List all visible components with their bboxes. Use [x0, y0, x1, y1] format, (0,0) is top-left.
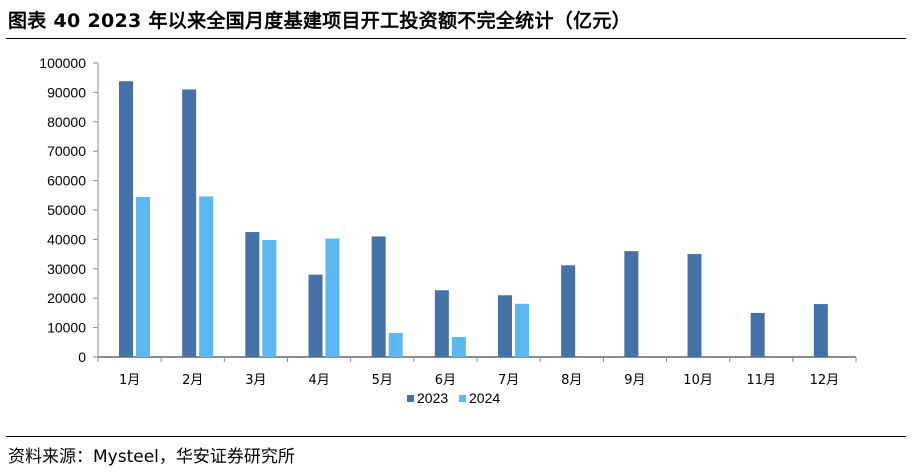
bar-2024 [199, 196, 214, 357]
bar-2024 [136, 197, 150, 357]
bar-2023 [182, 89, 197, 358]
legend-label-2023: 2023 [417, 390, 448, 406]
x-tick-label: 9月 [624, 373, 645, 388]
x-tick-label: 1月 [119, 373, 140, 388]
x-tick-label: 5月 [372, 373, 393, 388]
bar-2024 [515, 303, 529, 357]
top-rule [6, 38, 906, 39]
y-tick-label: 80000 [47, 114, 86, 130]
bar-chart: 0 10000 20000 30000 40000 50000 60000 70000 8000… [39, 55, 857, 406]
bar-2024 [325, 238, 340, 357]
y-tick-label: 30000 [47, 261, 86, 277]
y-tick-label: 90000 [47, 84, 86, 100]
x-axis: 1月 2月 3月 4月 5月 6月 7月 8月 9月 10月 11月 12月 [97, 356, 857, 388]
bar-2024 [388, 332, 403, 357]
x-tick-label: 3月 [245, 373, 266, 388]
bar-2023 [687, 254, 702, 357]
y-tick-label: 50000 [47, 202, 86, 218]
legend-swatch-2023 [407, 395, 414, 402]
bar-2024 [451, 337, 466, 357]
bar-2024 [262, 239, 277, 357]
bar-2023 [624, 251, 639, 357]
x-tick-label: 4月 [308, 373, 329, 388]
y-tick-label: 70000 [47, 143, 86, 159]
bar-2023 [119, 81, 133, 357]
figure-title: 图表 40 2023 年以来全国月度基建项目开工投资额不完全统计（亿元） [8, 10, 631, 32]
x-tick-label: 12月 [810, 373, 840, 388]
legend-swatch-2024 [459, 395, 466, 402]
y-tick-label: 20000 [47, 290, 86, 306]
bar-2023 [750, 312, 765, 357]
y-tick-label: 100000 [39, 55, 86, 71]
x-tick-label: 8月 [561, 373, 582, 388]
bar-2023 [371, 236, 386, 357]
y-axis: 0 10000 20000 30000 40000 50000 60000 70000 8000… [39, 55, 99, 365]
bar-2023 [245, 232, 260, 357]
source-note: 资料来源：Mysteel，华安证券研究所 [8, 447, 295, 467]
bar-2023 [434, 290, 449, 357]
x-tick-label: 10月 [683, 373, 713, 388]
bar-2023 [308, 274, 323, 357]
bars [119, 81, 828, 358]
bottom-rule [6, 436, 906, 437]
bar-2023 [561, 265, 576, 357]
y-tick-label: 10000 [47, 320, 86, 336]
y-tick-label: 0 [78, 349, 86, 365]
legend: 2023 2024 [407, 390, 500, 406]
legend-label-2024: 2024 [469, 390, 500, 406]
bar-2023 [813, 304, 828, 357]
x-tick-label: 6月 [435, 373, 456, 388]
y-tick-label: 40000 [47, 231, 86, 247]
x-tick-label: 11月 [746, 373, 776, 388]
bar-2023 [498, 295, 512, 357]
x-tick-label: 7月 [498, 373, 519, 388]
y-tick-label: 60000 [47, 173, 86, 189]
x-tick-label: 2月 [182, 373, 203, 388]
